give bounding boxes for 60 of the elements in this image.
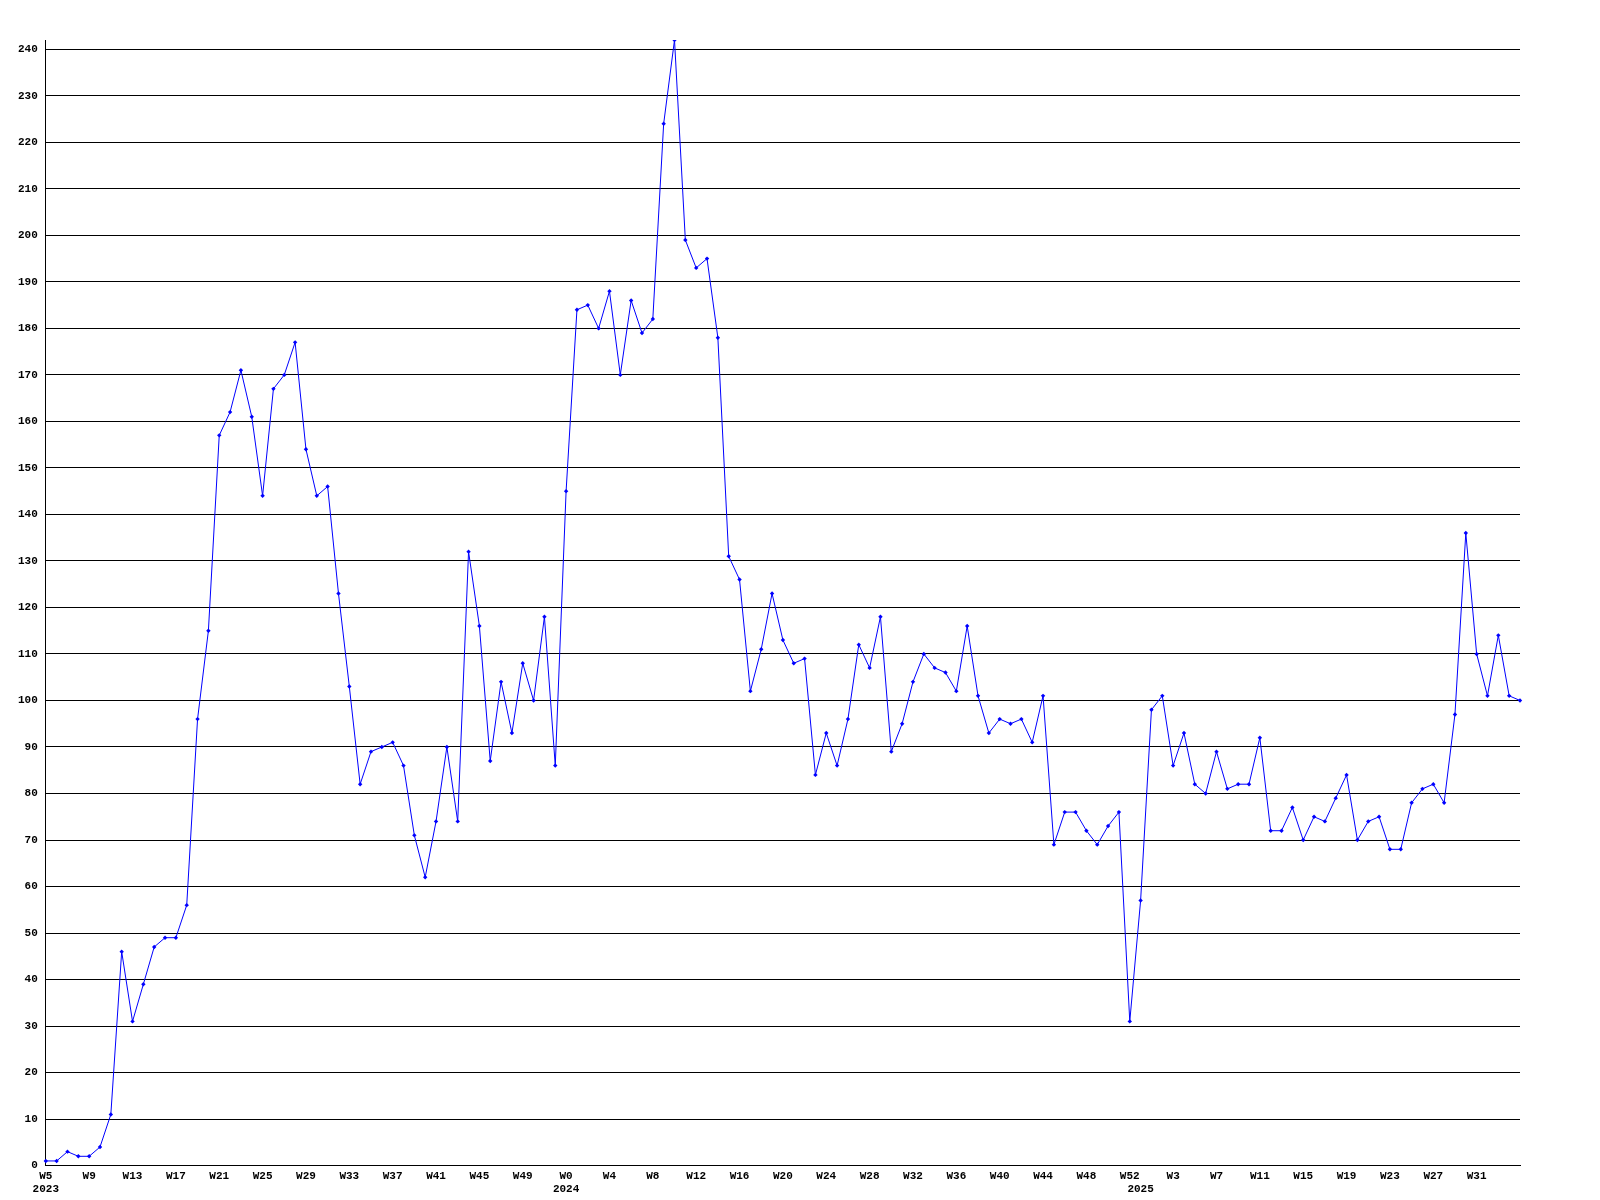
y-tick-label: 120: [17, 601, 38, 614]
y-tick-label: 230: [17, 89, 38, 102]
x-tick-label: W8: [646, 1169, 660, 1182]
y-tick-label: 90: [24, 740, 38, 753]
x-tick-label: W24: [816, 1169, 837, 1182]
x-tick-label: W23: [1380, 1169, 1401, 1182]
y-tick-label: 10: [24, 1112, 38, 1125]
x-tick-label: W12: [686, 1169, 707, 1182]
x-tick-label: W15: [1293, 1169, 1314, 1182]
y-tick-label: 80: [24, 787, 38, 800]
y-tick-label: 70: [24, 833, 38, 846]
x-tick-label: W21: [209, 1169, 230, 1182]
x-tick-label: W0 2024: [552, 1169, 580, 1196]
y-tick-label: 0: [31, 1159, 38, 1172]
x-tick-label: W3: [1166, 1169, 1181, 1182]
y-tick-label: 140: [17, 508, 38, 521]
x-tick-label: W11: [1249, 1169, 1271, 1182]
x-tick-label: W49: [512, 1169, 533, 1182]
y-tick-label: 130: [17, 554, 38, 567]
x-tick-label: W9: [82, 1169, 96, 1182]
x-tick-label: W31: [1466, 1169, 1487, 1182]
x-tick-label: W27: [1423, 1169, 1444, 1182]
y-tick-label: 50: [24, 926, 38, 939]
y-tick-label: 240: [17, 43, 38, 56]
x-tick-label: W52: [1119, 1169, 1140, 1182]
y-tick-label: 60: [24, 880, 38, 893]
y-tick-label: 200: [17, 229, 38, 242]
x-tick-label: W48: [1076, 1169, 1097, 1182]
x-tick-label: W45: [469, 1169, 490, 1182]
x-tick-label: W7: [1209, 1169, 1224, 1182]
x-tick-label: W4: [602, 1169, 617, 1182]
y-tick-label: 210: [17, 182, 38, 195]
x-tick-label: W28: [859, 1169, 880, 1182]
x-tick-label: W25: [252, 1169, 273, 1182]
x-tick-label: W33: [339, 1169, 360, 1182]
y-tick-label: 150: [17, 461, 38, 474]
x-tick-label: W13: [122, 1169, 143, 1182]
x-tick-label: W5 2023: [32, 1169, 60, 1196]
x-tick-label: W44: [1033, 1169, 1054, 1182]
y-tick-label: 40: [24, 973, 38, 986]
y-tick-label: 170: [17, 368, 38, 381]
x-tick-label: W19: [1336, 1169, 1357, 1182]
y-tick-label: 20: [24, 1066, 38, 1079]
x-tick-label: W41: [426, 1169, 447, 1182]
x-tick-label: W32: [903, 1169, 923, 1182]
y-tick-label: 110: [17, 647, 38, 660]
y-tick-label: 100: [17, 694, 38, 707]
x-tick-label: W17: [165, 1169, 186, 1182]
x-tick-label: W37: [382, 1169, 403, 1182]
y-tick-label: 190: [17, 275, 38, 288]
x-tick-label: W40: [989, 1169, 1010, 1182]
y-tick-label: 220: [17, 136, 38, 149]
y-tick-label: 180: [17, 322, 38, 335]
x-tick-label: 2025: [1127, 1183, 1155, 1196]
x-tick-label: W16: [729, 1169, 750, 1182]
x-tick-label: W36: [946, 1169, 967, 1182]
x-tick-label: W29: [296, 1169, 316, 1182]
x-tick-label: W20: [773, 1169, 793, 1182]
y-tick-label: 30: [24, 1019, 38, 1032]
y-tick-label: 160: [17, 415, 38, 428]
